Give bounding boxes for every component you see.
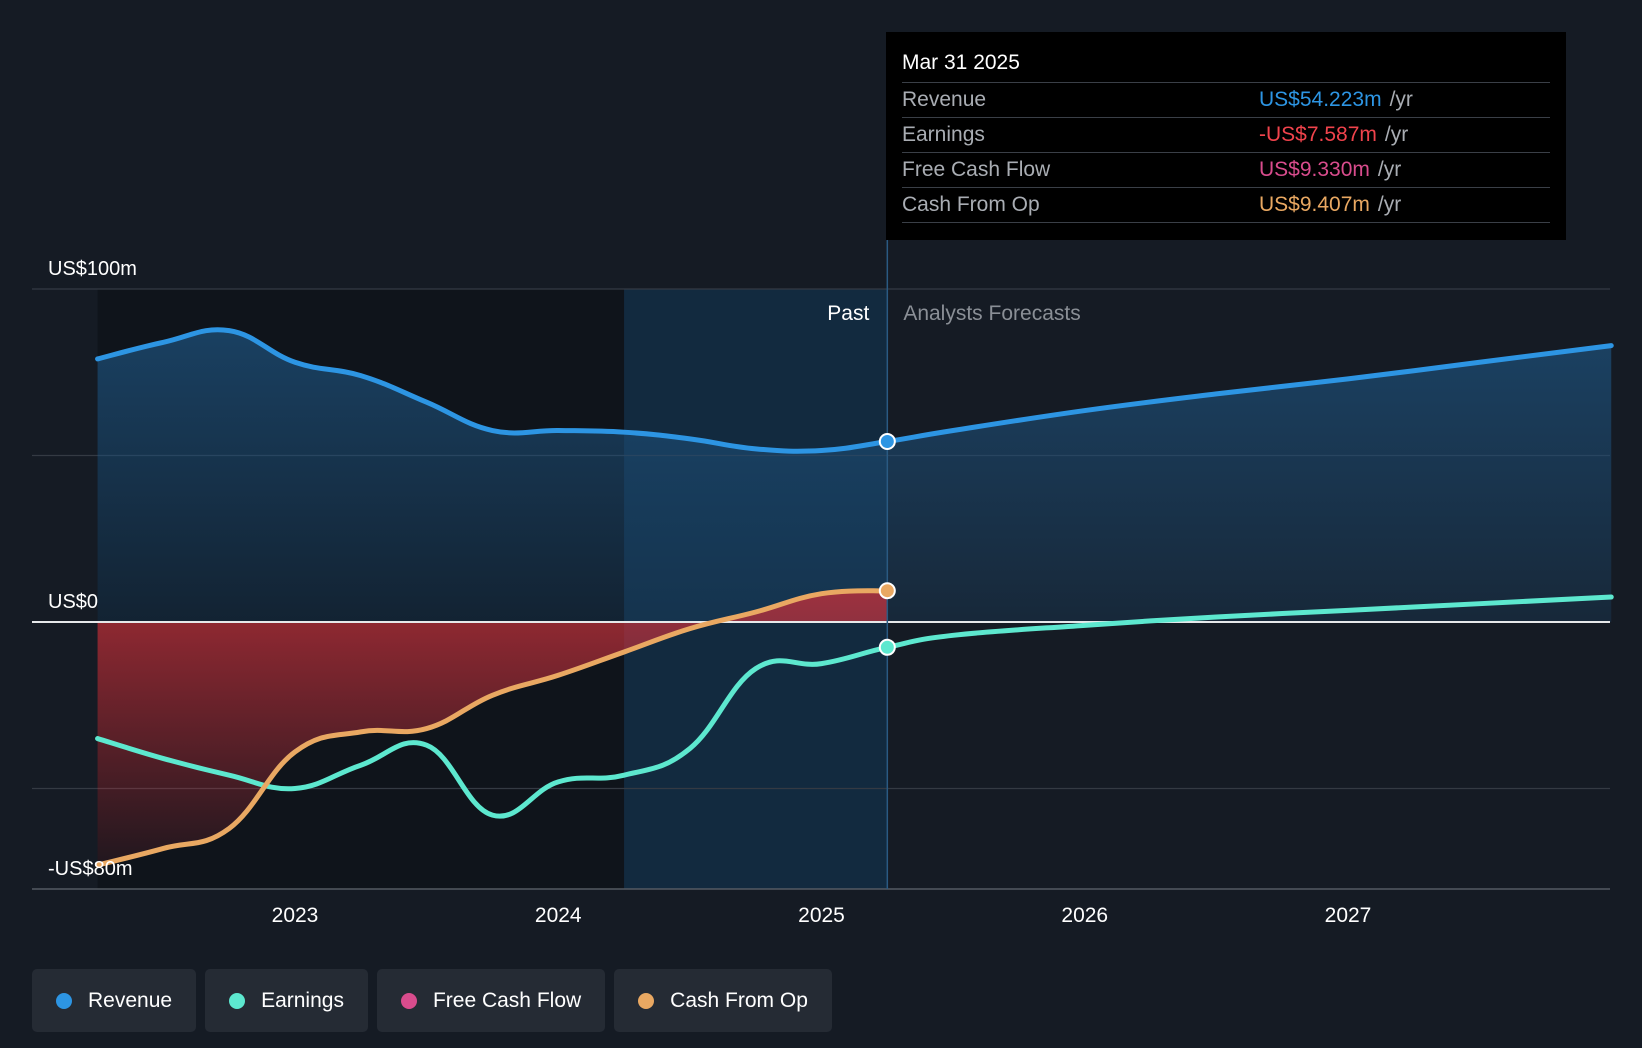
legend-item-earnings[interactable]: Earnings <box>205 969 368 1032</box>
y-tick-label: US$100m <box>48 258 137 280</box>
tooltip-row-revenue: Revenue US$54.223m /yr <box>902 83 1550 118</box>
tooltip-label: Revenue <box>902 88 987 111</box>
axis-labels: US$100m US$0 -US$80m 2023 2024 2025 2026 2027 Pa… <box>48 258 1371 927</box>
legend-label: Free Cash Flow <box>432 988 582 1012</box>
x-tick-label: 2027 <box>1325 904 1372 927</box>
tooltip: Mar 31 2025 Revenue US$54.223m /yr Earni… <box>886 32 1566 240</box>
legend-label: Earnings <box>261 988 344 1012</box>
legend-item-revenue[interactable]: Revenue <box>32 969 197 1032</box>
legend-item-free-cash-flow[interactable]: Free Cash Flow <box>376 969 606 1032</box>
y-tick-label: -US$80m <box>48 858 132 880</box>
tooltip-date: Mar 31 2025 <box>902 48 1550 83</box>
legend-label: Revenue <box>88 988 173 1012</box>
tooltip-row-free-cash-flow: Free Cash Flow US$9.330m /yr <box>902 153 1550 188</box>
revenue-line <box>95 327 1614 454</box>
cash-from-op-line <box>95 588 890 868</box>
x-tick-label: 2026 <box>1061 904 1108 927</box>
legend-label: Cash From Op <box>670 988 808 1012</box>
revenue-marker <box>878 433 896 451</box>
tooltip-unit: /yr <box>1389 88 1413 111</box>
forecast-label: Analysts Forecasts <box>903 302 1080 325</box>
past-label: Past <box>827 302 869 325</box>
tooltip-row-earnings: Earnings -US$7.587m /yr <box>902 118 1550 153</box>
tooltip-value: US$54.223m <box>1259 88 1382 111</box>
tooltip-value: US$9.407m <box>1259 193 1370 216</box>
legend-item-cash-from-op[interactable]: Cash From Op <box>614 969 832 1032</box>
tooltip-row-cash-from-op: Cash From Op US$9.407m /yr <box>902 188 1550 223</box>
tooltip-unit: /yr <box>1384 123 1409 146</box>
tooltip-value: -US$7.587m <box>1259 123 1377 146</box>
series-lines <box>95 327 1614 868</box>
revenue-area <box>97 329 1612 622</box>
x-tick-label: 2023 <box>272 904 319 927</box>
tooltip-label: Earnings <box>902 123 985 146</box>
x-tick-label: 2025 <box>798 904 845 927</box>
negative-cashflow-area <box>97 590 888 866</box>
earnings-dot-icon <box>229 992 246 1009</box>
y-tick-label: US$0 <box>48 591 98 613</box>
tooltip-label: Free Cash Flow <box>902 158 1051 181</box>
free-cash-flow-dot-icon <box>400 992 417 1009</box>
series-markers <box>878 433 896 656</box>
tooltip-unit: /yr <box>1377 193 1402 216</box>
legend: Revenue Earnings Free Cash Flow Cash Fro… <box>32 969 832 1032</box>
tooltip-label: Cash From Op <box>902 193 1040 216</box>
cash-from-op-marker <box>878 582 896 600</box>
revenue-dot-icon <box>56 992 72 1009</box>
x-tick-label: 2024 <box>535 904 582 927</box>
earnings-line <box>95 594 1614 819</box>
tooltip-value: US$9.330m <box>1259 158 1370 181</box>
earnings-marker <box>878 638 896 656</box>
tooltip-unit: /yr <box>1377 158 1402 181</box>
cash-from-op-dot-icon <box>638 992 655 1009</box>
